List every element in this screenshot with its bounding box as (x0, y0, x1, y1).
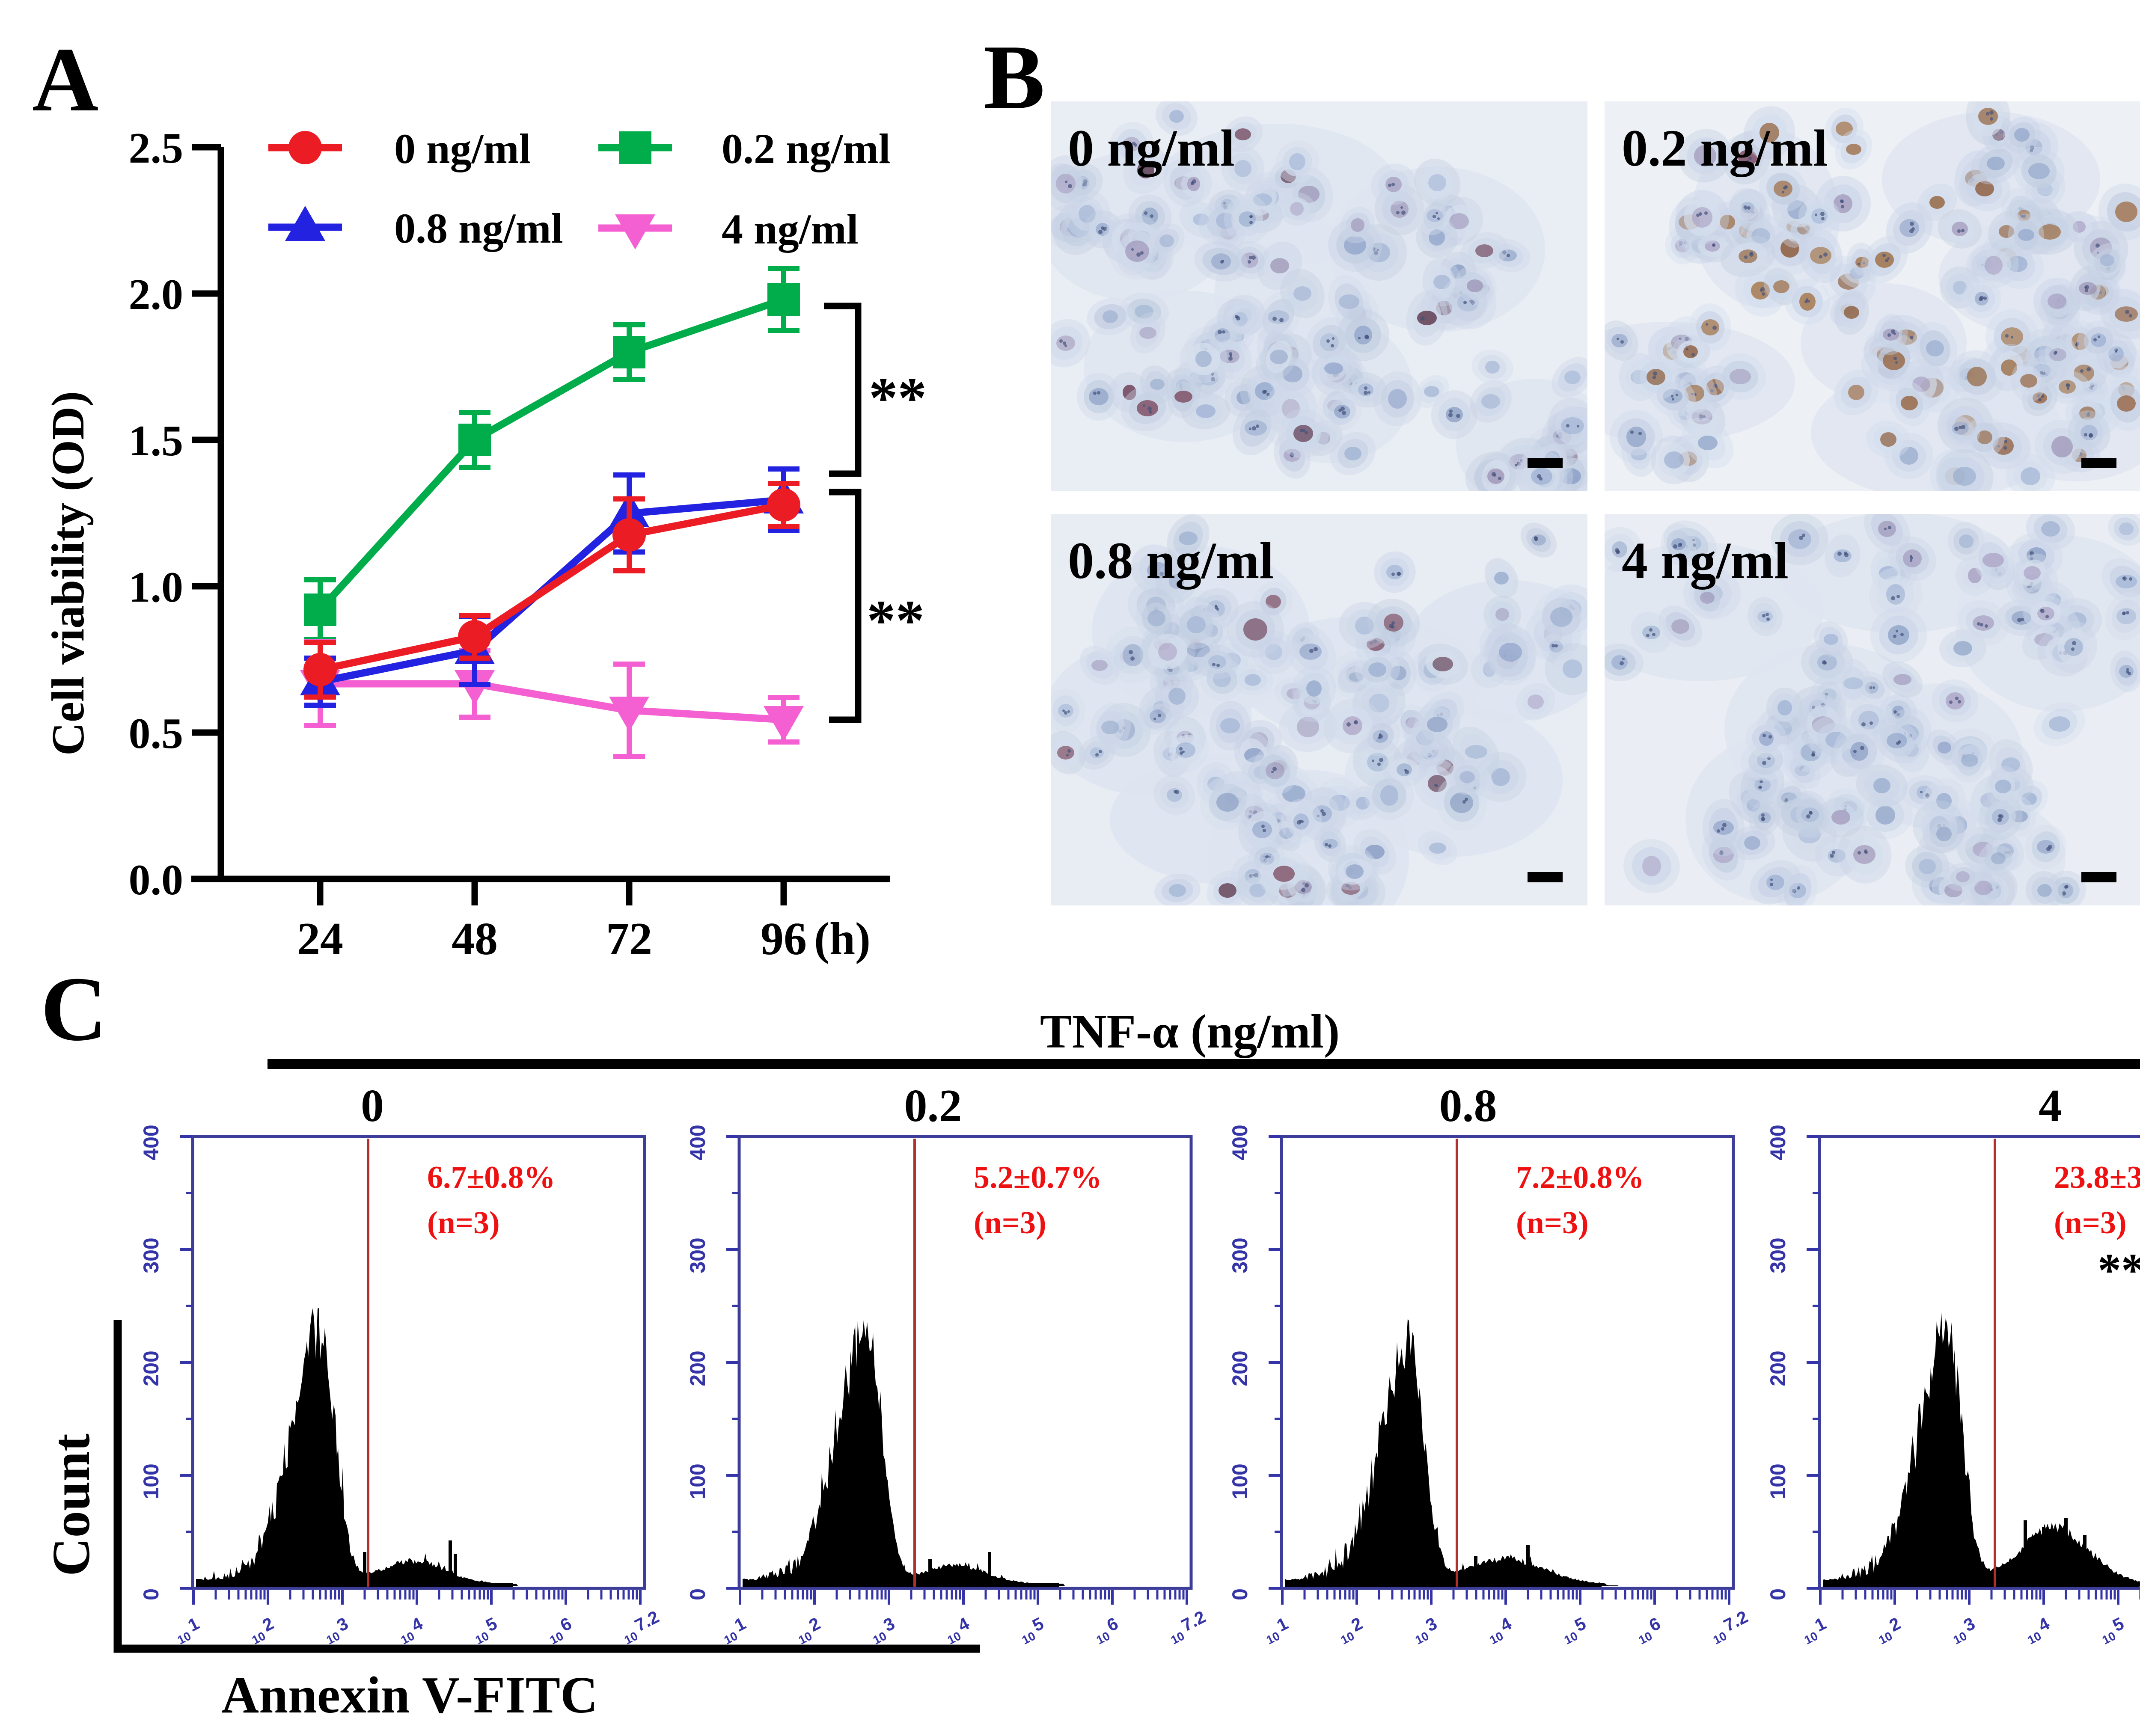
svg-text:A: A (32, 28, 98, 131)
svg-text:Cell viability (OD): Cell viability (OD) (43, 391, 94, 756)
svg-text:0.8 ng/ml: 0.8 ng/ml (394, 205, 563, 252)
svg-text:200: 200 (139, 1350, 163, 1386)
svg-text:100: 100 (1228, 1463, 1252, 1499)
svg-text:0.2: 0.2 (904, 1080, 962, 1131)
svg-text:2.5: 2.5 (129, 124, 184, 172)
svg-text:(n=3): (n=3) (427, 1205, 500, 1240)
svg-text:1.0: 1.0 (129, 563, 184, 611)
svg-text:400: 400 (139, 1125, 163, 1160)
svg-text:B: B (984, 26, 1045, 128)
svg-text:100: 100 (139, 1463, 163, 1499)
svg-text:0.8: 0.8 (1439, 1080, 1497, 1131)
svg-text:0: 0 (1228, 1588, 1252, 1600)
svg-text:300: 300 (686, 1237, 710, 1273)
svg-text:**: ** (867, 589, 924, 653)
svg-text:7.2±0.8%: 7.2±0.8% (1516, 1160, 1644, 1195)
svg-text:0.5: 0.5 (129, 709, 184, 758)
svg-text:5.2±0.7%: 5.2±0.7% (974, 1160, 1102, 1195)
svg-text:0.2 ng/ml: 0.2 ng/ml (722, 125, 890, 172)
svg-text:(h): (h) (814, 914, 871, 964)
svg-text:100: 100 (1766, 1463, 1790, 1499)
svg-text:(n=3): (n=3) (974, 1205, 1046, 1240)
svg-text:200: 200 (686, 1350, 710, 1386)
svg-text:200: 200 (1228, 1350, 1252, 1386)
svg-text:200: 200 (1766, 1350, 1790, 1386)
svg-text:2.0: 2.0 (129, 270, 184, 319)
svg-text:1.5: 1.5 (129, 417, 184, 465)
svg-text:**: ** (2098, 1244, 2140, 1296)
svg-text:300: 300 (1228, 1237, 1252, 1273)
svg-text:48: 48 (452, 914, 498, 964)
svg-text:0 ng/ml: 0 ng/ml (1068, 119, 1235, 177)
svg-text:0: 0 (139, 1588, 163, 1600)
svg-text:96: 96 (761, 914, 807, 964)
svg-text:300: 300 (1766, 1237, 1790, 1273)
svg-text:24: 24 (297, 914, 343, 964)
svg-text:TNF-α (ng/ml): TNF-α (ng/ml) (1040, 1005, 1340, 1058)
svg-text:300: 300 (139, 1237, 163, 1273)
svg-text:0 ng/ml: 0 ng/ml (394, 125, 531, 172)
svg-text:4 ng/ml: 4 ng/ml (1622, 532, 1789, 590)
svg-text:0.8 ng/ml: 0.8 ng/ml (1068, 532, 1274, 590)
svg-text:400: 400 (1766, 1125, 1790, 1160)
svg-text:400: 400 (686, 1125, 710, 1160)
svg-text:**: ** (869, 366, 927, 430)
svg-text:0: 0 (686, 1588, 710, 1600)
svg-text:(n=3): (n=3) (2054, 1205, 2127, 1240)
svg-text:6.7±0.8%: 6.7±0.8% (427, 1160, 556, 1195)
svg-text:0.2 ng/ml: 0.2 ng/ml (1622, 119, 1828, 177)
svg-text:400: 400 (1228, 1125, 1252, 1160)
svg-text:100: 100 (686, 1463, 710, 1499)
svg-text:Count: Count (42, 1433, 101, 1576)
svg-text:4: 4 (2039, 1080, 2062, 1131)
svg-text:(n=3): (n=3) (1516, 1205, 1589, 1240)
svg-text:0.0: 0.0 (129, 856, 184, 904)
svg-text:72: 72 (606, 914, 652, 964)
svg-text:0: 0 (361, 1080, 384, 1131)
svg-text:0: 0 (1766, 1588, 1790, 1600)
svg-text:23.8±3.4%: 23.8±3.4% (2054, 1160, 2140, 1195)
svg-text:C: C (41, 958, 107, 1060)
svg-text:4 ng/ml: 4 ng/ml (722, 205, 858, 253)
svg-text:Annexin V-FITC: Annexin V-FITC (221, 1666, 598, 1724)
